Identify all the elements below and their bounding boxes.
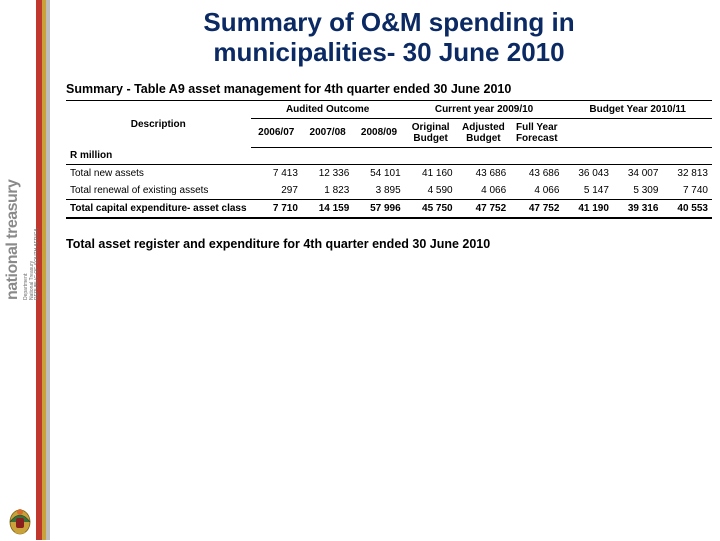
cell: 43 686 (510, 165, 563, 183)
cell: 12 336 (302, 165, 353, 183)
content-area: Summary of O&M spending in municipalitie… (60, 0, 720, 540)
r-million-label: R million (66, 147, 251, 165)
cell: 4 066 (457, 182, 511, 200)
cell: 4 590 (405, 182, 457, 200)
col-fullyear: Full Year Forecast (510, 118, 563, 147)
summary-table: Description Audited Outcome Current year… (66, 101, 712, 219)
slide-title: Summary of O&M spending in municipalitie… (66, 8, 712, 68)
col-2007-08: 2007/08 (302, 118, 353, 147)
cell: 5 147 (563, 182, 613, 200)
sidebar: national treasury Department: National T… (0, 0, 60, 540)
cell: 41 160 (405, 165, 457, 183)
cell: 54 101 (353, 165, 404, 183)
cell: 47 752 (457, 200, 511, 218)
cell: 47 752 (510, 200, 563, 218)
table-title: Summary - Table A9 asset management for … (66, 82, 712, 96)
header-budget: Budget Year 2010/11 (563, 101, 712, 119)
col-2008-09: 2008/09 (353, 118, 404, 147)
col-budget-1 (563, 118, 613, 147)
cell: 32 813 (662, 165, 712, 183)
slide-page: national treasury Department: National T… (0, 0, 720, 540)
summary-table-wrap: Description Audited Outcome Current year… (66, 100, 712, 220)
cell: 45 750 (405, 200, 457, 218)
cell: 3 895 (353, 182, 404, 200)
header-audited: Audited Outcome (251, 101, 405, 119)
table-row: Total new assets 7 413 12 336 54 101 41 … (66, 165, 712, 183)
cell: 36 043 (563, 165, 613, 183)
row-label: Total new assets (66, 165, 251, 183)
cell: 39 316 (613, 200, 663, 218)
total-label: Total capital expenditure- asset class (66, 200, 251, 218)
cell: 4 066 (510, 182, 563, 200)
cell: 7 413 (251, 165, 302, 183)
table-row: Total renewal of existing assets 297 1 8… (66, 182, 712, 200)
col-budget-2 (613, 118, 663, 147)
table-total-row: Total capital expenditure- asset class 7… (66, 200, 712, 218)
cell: 297 (251, 182, 302, 200)
sidebar-stripe-grey (46, 0, 50, 540)
cell: 34 007 (613, 165, 663, 183)
sidebar-brand-text: national treasury (4, 180, 22, 300)
cell: 5 309 (613, 182, 663, 200)
sidebar-department-text: Department: National Treasury REPUBLIC O… (24, 228, 41, 300)
cell: 1 823 (302, 182, 353, 200)
cell: 7 740 (662, 182, 712, 200)
row-label: Total renewal of existing assets (66, 182, 251, 200)
slide-title-line2: municipalities- 30 June 2010 (213, 37, 564, 67)
header-description: Description (66, 101, 251, 148)
sidebar-sub-line3: REPUBLIC OF SOUTH AFRICA (34, 228, 40, 300)
cell: 7 710 (251, 200, 302, 218)
coat-of-arms-icon (4, 504, 36, 536)
table-header-row-1: Description Audited Outcome Current year… (66, 101, 712, 119)
sub-section-title: Total asset register and expenditure for… (66, 237, 712, 251)
cell: 14 159 (302, 200, 353, 218)
cell: 43 686 (457, 165, 511, 183)
col-2006-07: 2006/07 (251, 118, 302, 147)
cell: 41 190 (563, 200, 613, 218)
col-adjusted: Adjusted Budget (457, 118, 511, 147)
cell: 57 996 (353, 200, 404, 218)
header-current: Current year 2009/10 (405, 101, 564, 119)
col-original: Original Budget (405, 118, 457, 147)
cell: 40 553 (662, 200, 712, 218)
col-budget-3 (662, 118, 712, 147)
r-million-row: R million (66, 147, 712, 165)
slide-title-line1: Summary of O&M spending in (203, 7, 574, 37)
